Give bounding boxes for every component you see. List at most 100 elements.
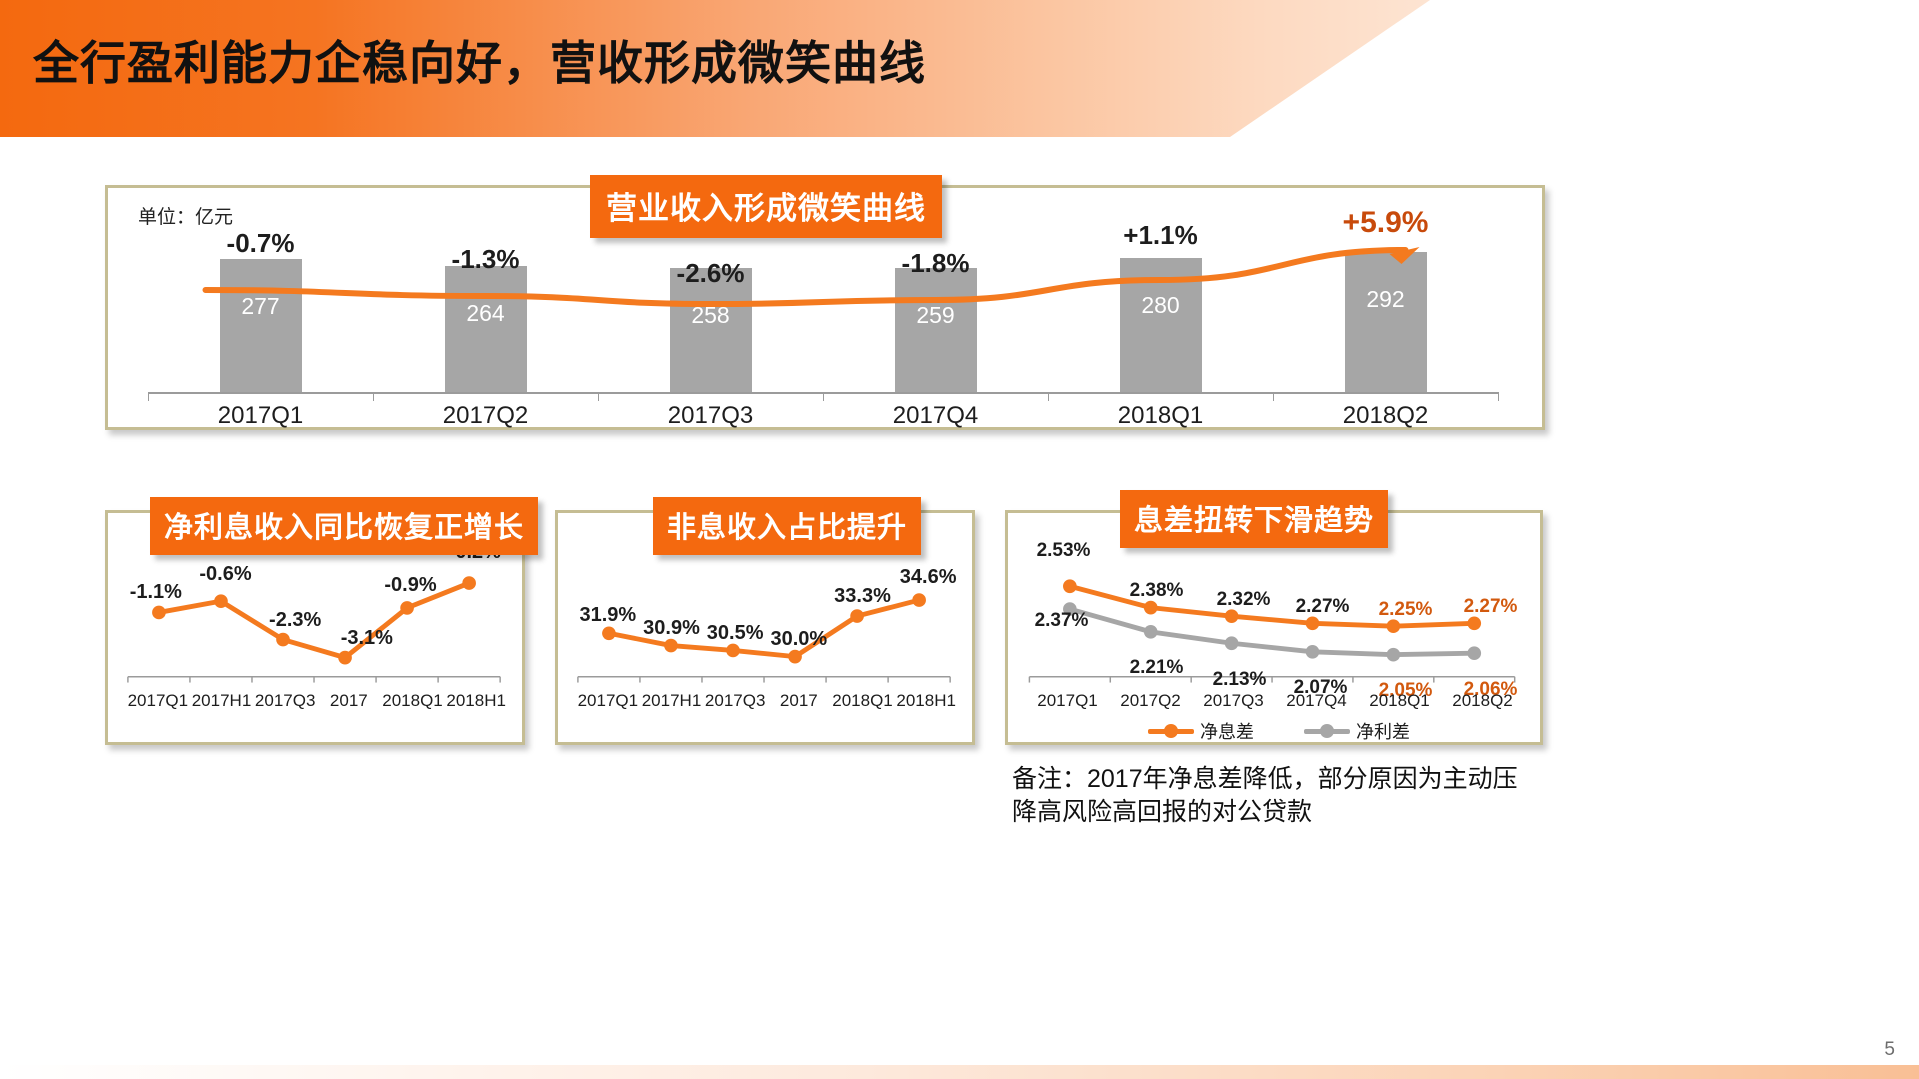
- legend-label: 净利差: [1356, 722, 1410, 742]
- data-label: 30.5%: [706, 622, 764, 645]
- data-point: [1467, 646, 1482, 661]
- series-line: [606, 597, 922, 660]
- x-axis-label: 2018H1: [896, 691, 956, 710]
- x-axis-label: 2018Q2: [1452, 691, 1513, 710]
- non-interest-share-line: [577, 593, 951, 683]
- bar: 277: [219, 259, 302, 392]
- data-point: [152, 605, 166, 620]
- x-axis-label: 2017H1: [641, 691, 702, 710]
- data-label: -0.6%: [199, 563, 252, 586]
- unit-label: 单位：亿元: [138, 207, 234, 228]
- legend-item: 净息差: [1148, 718, 1254, 744]
- data-label: 2.06%: [1463, 678, 1518, 700]
- data-point: [850, 609, 864, 623]
- data-label: 2.25%: [1378, 599, 1433, 621]
- data-point: [1143, 625, 1158, 639]
- data-point: [602, 626, 616, 641]
- bar-column: 280: [1048, 234, 1273, 392]
- data-label: 2.21%: [1129, 656, 1184, 678]
- data-point: [400, 601, 414, 615]
- bar-value-label: 258: [691, 302, 730, 329]
- growth-rate-label: -0.7%: [226, 228, 295, 258]
- badge-non-interest-share: 非息收入占比提升: [653, 497, 922, 555]
- badge-revenue-smile: 营业收入形成微笑曲线: [590, 175, 942, 238]
- axis-tick: [823, 392, 824, 401]
- data-label: 34.6%: [899, 566, 957, 589]
- data-label: 30.0%: [770, 628, 828, 651]
- x-axis-label: 2017: [329, 691, 368, 710]
- data-point: [276, 632, 290, 647]
- data-label: 2.37%: [1034, 609, 1089, 631]
- growth-rate-label: +5.9%: [1342, 206, 1429, 239]
- legend-label: 净息差: [1200, 722, 1254, 742]
- data-point: [214, 594, 228, 608]
- data-point: [1467, 616, 1482, 631]
- x-axis-label: 2017Q1: [577, 691, 639, 710]
- interest-spread-legend: 净息差 净利差: [1148, 718, 1410, 744]
- data-label: 31.9%: [579, 604, 637, 627]
- data-point: [1224, 636, 1239, 651]
- page-number: 5: [1884, 1039, 1895, 1060]
- x-axis-label: 2017Q3: [667, 402, 754, 429]
- data-point: [1143, 600, 1158, 615]
- data-point: [664, 638, 678, 653]
- header-stripes: [1499, 0, 1919, 160]
- bar: 264: [444, 265, 527, 392]
- data-label: 2.32%: [1216, 588, 1271, 610]
- axis-tick: [1498, 392, 1499, 401]
- x-axis-label: 2018Q1: [832, 691, 893, 710]
- bar-value-label: 292: [1366, 286, 1405, 313]
- bar: 292: [1344, 252, 1427, 392]
- data-label: 30.9%: [643, 617, 700, 640]
- axis-tick: [1048, 392, 1049, 401]
- data-label: 33.3%: [834, 584, 891, 607]
- axis-tick: [373, 392, 374, 401]
- data-label: 2.07%: [1293, 677, 1348, 699]
- x-axis-label: 2017Q1: [127, 691, 189, 710]
- data-label: 2.13%: [1212, 668, 1267, 690]
- x-axis-label: 2018Q1: [1369, 691, 1430, 710]
- data-point: [1386, 619, 1401, 633]
- data-point: [1063, 579, 1077, 594]
- badge-net-interest-income: 净利息收入同比恢复正增长: [150, 497, 539, 555]
- data-label: -1.1%: [129, 581, 182, 604]
- x-axis-label: 2018Q1: [382, 691, 443, 710]
- x-axis-label: 2017H1: [191, 691, 252, 710]
- data-label: 2.38%: [1129, 580, 1184, 602]
- growth-rate-label: -2.6%: [676, 258, 745, 288]
- bottom-accent-band: [0, 1065, 1919, 1079]
- x-axis-label: 2017Q3: [1203, 691, 1264, 710]
- series-line: [1067, 606, 1477, 658]
- x-axis-label: 2017: [779, 691, 818, 710]
- legend-item: 净利差: [1304, 718, 1410, 744]
- footnote: 备注：2017年净息差降低，部分原因为主动压降高风险高回报的对公贷款: [1012, 765, 1518, 826]
- legend-swatch: [1148, 728, 1194, 734]
- badge-interest-spread: 息差扭转下滑趋势: [1120, 490, 1389, 548]
- bar-value-label: 280: [1141, 291, 1180, 318]
- x-axis-label: 2017Q2: [1120, 691, 1181, 710]
- data-point: [1224, 609, 1239, 623]
- header-band: [0, 0, 1430, 137]
- bar-value-label: 259: [916, 302, 955, 328]
- data-point: [1305, 616, 1320, 631]
- x-axis-label: 2017Q1: [1037, 691, 1098, 710]
- data-point: [912, 593, 926, 607]
- bar: 259: [894, 268, 977, 392]
- x-axis-label: 2018H1: [446, 691, 506, 710]
- x-axis-label: 2017Q4: [892, 402, 979, 429]
- x-axis-label: 2017Q1: [217, 402, 304, 429]
- interest-spread-lines: [1028, 579, 1516, 683]
- data-label: 2.27%: [1295, 596, 1350, 618]
- data-label: 2.53%: [1036, 540, 1091, 562]
- data-label: -2.3%: [269, 608, 322, 631]
- bar-plot-area: 277 264 258 259 280 292: [148, 234, 1498, 392]
- net-interest-income-line: [127, 576, 501, 683]
- x-axis-label: 2017Q4: [1286, 691, 1347, 710]
- page-title: 全行盈利能力企稳向好，营收形成微笑曲线: [33, 37, 926, 89]
- growth-rate-label: +1.1%: [1123, 220, 1198, 250]
- bar-column: 292: [1273, 234, 1498, 392]
- x-axis-label: 2018Q1: [1117, 402, 1204, 429]
- x-axis-label: 2017Q3: [254, 691, 316, 710]
- data-point: [1063, 602, 1077, 616]
